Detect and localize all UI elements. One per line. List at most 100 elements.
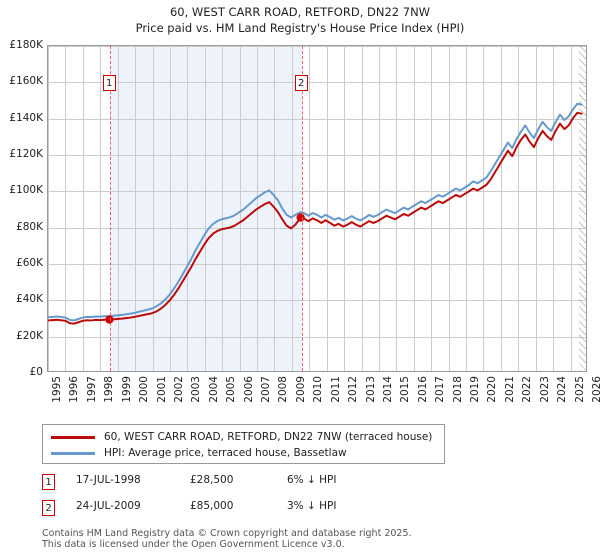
incomplete-data-hatch <box>579 46 586 371</box>
x-axis-tick-label: 1995 <box>51 376 63 403</box>
chart-callout-1: 1 <box>102 75 116 91</box>
x-axis-tick-label: 2013 <box>364 376 377 403</box>
gridline-vertical <box>309 46 310 371</box>
sale-point-marker <box>296 213 305 222</box>
gridline-vertical <box>379 46 380 371</box>
transaction-index-badge: 1 <box>42 474 55 490</box>
x-axis-tick-label: 2024 <box>556 376 569 403</box>
x-axis-tick-label: 2001 <box>155 376 168 403</box>
gridline-horizontal <box>48 82 586 83</box>
gridline-vertical <box>187 46 188 371</box>
gridline-vertical <box>501 46 502 371</box>
x-axis-tick-label: 2014 <box>381 376 394 403</box>
transaction-hpi-delta: 6% ↓ HPI <box>287 474 337 486</box>
y-axis-tick-label: £80K <box>16 220 43 233</box>
gridline-vertical <box>83 46 84 371</box>
gridline-vertical <box>571 46 572 371</box>
x-axis-tick-label: 1996 <box>68 376 81 403</box>
gridline-vertical <box>449 46 450 371</box>
x-axis-tick-label: 1997 <box>85 376 98 403</box>
x-axis-tick-label: 2021 <box>503 376 516 403</box>
x-axis-tick-label: 2015 <box>399 376 412 403</box>
y-axis-tick-label: £120K <box>9 148 43 160</box>
gridline-horizontal <box>48 264 586 265</box>
gridline-vertical <box>65 46 66 371</box>
transaction-hpi-delta: 3% ↓ HPI <box>287 500 337 512</box>
x-axis-tick-label: 2007 <box>260 376 273 403</box>
legend-color-swatch <box>51 435 95 439</box>
gridline-vertical <box>466 46 467 371</box>
gridline-vertical <box>431 46 432 371</box>
footer-attribution: Contains HM Land Registry data © Crown c… <box>42 528 562 550</box>
x-axis-tick-label: 2026 <box>591 376 600 403</box>
transactions-table: 1 17-JUL-1998 £28,500 6% ↓ HPI 2 24-JUL-2009 £… <box>42 472 472 524</box>
transaction-price: £85,000 <box>190 500 234 512</box>
x-axis-tick-label: 2003 <box>190 376 203 403</box>
y-axis-tick-label: £0 <box>29 366 43 378</box>
table-row: 2 24-JUL-2009 £85,000 3% ↓ HPI <box>42 498 472 524</box>
gridline-vertical <box>396 46 397 371</box>
x-axis-tick-label: 1999 <box>120 376 133 403</box>
gridline-vertical <box>170 46 171 371</box>
x-axis-tick-label: 2016 <box>416 376 429 403</box>
table-row: 1 17-JUL-1998 £28,500 6% ↓ HPI <box>42 472 472 498</box>
x-axis-tick-label: 2020 <box>486 376 499 403</box>
x-axis-tick-label: 2017 <box>434 376 447 403</box>
gridline-vertical <box>100 46 101 371</box>
legend-color-swatch <box>51 451 95 455</box>
gridline-vertical <box>344 46 345 371</box>
x-axis-tick-label: 1998 <box>103 376 116 403</box>
transaction-index-badge: 2 <box>42 500 55 516</box>
gridline-horizontal <box>48 191 586 192</box>
gridline-vertical <box>292 46 293 371</box>
y-axis-tick-label: £20K <box>16 329 43 342</box>
title-line-1: 60, WEST CARR ROAD, RETFORD, DN22 7NW <box>169 5 431 19</box>
gridline-horizontal <box>48 155 586 156</box>
legend-item-2: HPI: Average price, terraced house, Bass… <box>43 445 444 461</box>
series-line <box>48 111 583 325</box>
gridline-vertical <box>135 46 136 371</box>
x-axis-tick-label: 2009 <box>294 376 307 403</box>
gridline-vertical <box>414 46 415 371</box>
legend-label: HPI: Average price, terraced house, Bass… <box>104 447 347 459</box>
x-axis-tick-label: 2025 <box>573 376 586 403</box>
gridline-vertical <box>118 46 119 371</box>
legend-label: 60, WEST CARR ROAD, RETFORD, DN22 7NW (t… <box>104 431 433 443</box>
gridline-vertical <box>483 46 484 371</box>
gridline-horizontal <box>48 119 586 120</box>
x-axis-tick-label: 2005 <box>225 376 238 403</box>
gridline-horizontal <box>48 46 586 47</box>
legend-item-1: 60, WEST CARR ROAD, RETFORD, DN22 7NW (t… <box>43 429 444 445</box>
y-axis-tick-label: £40K <box>16 293 43 306</box>
x-axis-tick-label: 2004 <box>207 376 220 403</box>
gridline-vertical <box>205 46 206 371</box>
x-axis-tick-label: 2022 <box>521 376 534 403</box>
gridline-horizontal <box>48 228 586 229</box>
x-axis-tick-label: 2002 <box>172 376 185 403</box>
gridline-vertical <box>153 46 154 371</box>
gridline-vertical <box>518 46 519 371</box>
footer-line-1: Contains HM Land Registry data © Crown c… <box>42 528 412 539</box>
transaction-price: £28,500 <box>190 474 234 486</box>
x-axis-tick-label: 2018 <box>451 376 464 403</box>
y-axis-tick-label: £100K <box>9 184 43 197</box>
sale-point-marker <box>105 315 114 324</box>
gridline-vertical <box>48 46 49 371</box>
series-line <box>48 102 583 322</box>
y-axis-tick-label: £140K <box>9 111 43 124</box>
gridline-horizontal <box>48 300 586 301</box>
y-axis-tick-label: £160K <box>9 75 43 88</box>
transaction-date: 17-JUL-1998 <box>76 474 141 486</box>
y-axis-tick-label: £180K <box>9 39 43 51</box>
title-line-2: Price paid vs. HM Land Registry's House … <box>135 21 465 35</box>
x-axis-tick-label: 2000 <box>138 376 151 403</box>
x-axis-tick-label: 2019 <box>469 376 482 403</box>
x-axis-tick-label: 2010 <box>312 376 325 403</box>
gridline-vertical <box>222 46 223 371</box>
page-title: 60, WEST CARR ROAD, RETFORD, DN22 7NW Pr… <box>0 4 600 36</box>
transaction-date: 24-JUL-2009 <box>76 500 141 512</box>
sale-event-dashed-line <box>301 46 303 371</box>
chart-callout-2: 2 <box>294 75 308 91</box>
gridline-vertical <box>536 46 537 371</box>
